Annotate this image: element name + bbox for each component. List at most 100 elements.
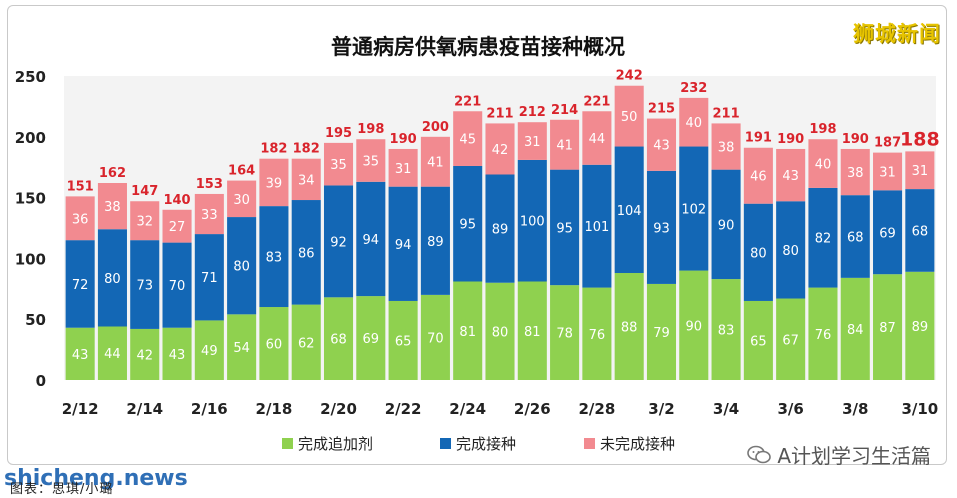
data-label: 38: [847, 166, 864, 181]
bar-segment: [227, 314, 257, 380]
y-tick-label: 200: [15, 129, 46, 147]
bar-segment: [517, 159, 547, 282]
total-label: 200: [422, 120, 449, 135]
bar-segment: [485, 174, 515, 283]
bar-segment: [420, 186, 450, 295]
data-label: 40: [815, 158, 832, 173]
total-label: 191: [745, 131, 772, 146]
total-label: 151: [67, 179, 94, 194]
bar-segment: [194, 234, 224, 321]
total-label: 215: [648, 102, 675, 117]
data-label: 83: [718, 324, 735, 339]
bar-segment: [388, 300, 418, 380]
data-label: 71: [201, 271, 218, 286]
data-label: 39: [266, 176, 283, 191]
data-label: 30: [233, 193, 250, 208]
data-label: 49: [201, 344, 218, 359]
bar-segment: [905, 151, 935, 190]
data-label: 92: [330, 235, 347, 250]
bar-segment: [808, 287, 838, 380]
bar-segment: [259, 206, 289, 308]
total-label: 153: [196, 177, 223, 192]
bar-segment: [291, 200, 321, 305]
data-label: 41: [427, 156, 444, 171]
data-label: 76: [815, 328, 832, 343]
bar-segment: [873, 152, 903, 191]
bar-segment: [130, 201, 160, 241]
bar-segment: [453, 165, 483, 282]
bar-segment: [259, 158, 289, 207]
data-label: 102: [681, 203, 706, 218]
bar-segment: [517, 122, 547, 160]
total-label: 182: [260, 142, 287, 157]
data-label: 33: [201, 208, 218, 223]
legend-label: 未完成接种: [600, 435, 675, 453]
total-label: 211: [486, 106, 513, 121]
data-label: 42: [136, 348, 153, 363]
x-tick-label: 2/24: [449, 400, 486, 418]
data-label: 81: [459, 325, 476, 340]
bar-segment: [356, 181, 386, 297]
bar-segment: [550, 285, 580, 380]
bar-segment: [420, 136, 450, 187]
data-label: 42: [492, 143, 509, 158]
bar-segment: [711, 279, 741, 380]
data-label: 67: [782, 333, 799, 348]
y-tick-label: 250: [15, 68, 46, 86]
x-tick-label: 2/28: [578, 400, 615, 418]
x-tick-label: 3/10: [901, 400, 938, 418]
data-label: 101: [584, 220, 609, 235]
bar-segment: [356, 139, 386, 182]
bar-segment: [388, 148, 418, 187]
bar-segment: [646, 118, 677, 171]
total-label: 188: [900, 128, 940, 150]
total-label: 195: [325, 126, 352, 141]
bar-segment: [582, 164, 612, 288]
data-label: 65: [395, 334, 412, 349]
bar-segment: [259, 307, 289, 380]
total-label: 198: [809, 122, 836, 137]
total-label: 214: [551, 103, 578, 118]
data-label: 35: [330, 158, 347, 173]
bar-segment: [840, 277, 870, 380]
bar-segment: [840, 148, 870, 196]
bar-segment: [776, 148, 806, 202]
data-label: 83: [266, 251, 283, 266]
data-label: 72: [72, 278, 89, 293]
data-label: 89: [492, 223, 509, 238]
data-label: 65: [750, 334, 767, 349]
y-tick-label: 0: [36, 372, 46, 390]
caption: 图表：思琪/小璐: [10, 482, 114, 497]
data-label: 68: [847, 231, 864, 246]
bar-segment: [227, 217, 257, 315]
data-label: 32: [136, 215, 153, 230]
bar-segment: [65, 196, 95, 241]
x-tick-label: 3/8: [842, 400, 868, 418]
bar-segment: [130, 328, 160, 380]
bar-segment: [711, 169, 741, 280]
data-label: 95: [459, 218, 476, 233]
bar-segment: [485, 282, 515, 380]
bar-segment: [550, 169, 580, 286]
data-label: 38: [718, 141, 735, 156]
data-label: 89: [912, 320, 929, 335]
bar-segment: [65, 327, 95, 380]
bar-segment: [517, 281, 547, 380]
bar-segment: [485, 123, 515, 175]
data-label: 88: [621, 320, 638, 335]
x-tick-label: 3/4: [713, 400, 739, 418]
total-label: 198: [357, 122, 384, 137]
data-label: 104: [617, 204, 642, 219]
bar-segment: [582, 111, 612, 165]
bar-segment: [194, 320, 224, 380]
brand-logo-text: 狮城新闻: [853, 22, 941, 46]
data-label: 35: [363, 155, 380, 170]
bar-segment: [808, 139, 838, 188]
bar-segment: [679, 97, 709, 147]
legend-label: 完成追加剂: [298, 435, 373, 453]
bar-segment: [162, 242, 192, 328]
y-tick-label: 150: [15, 190, 46, 208]
x-tick-label: 2/16: [191, 400, 228, 418]
bar-segment: [679, 270, 709, 380]
